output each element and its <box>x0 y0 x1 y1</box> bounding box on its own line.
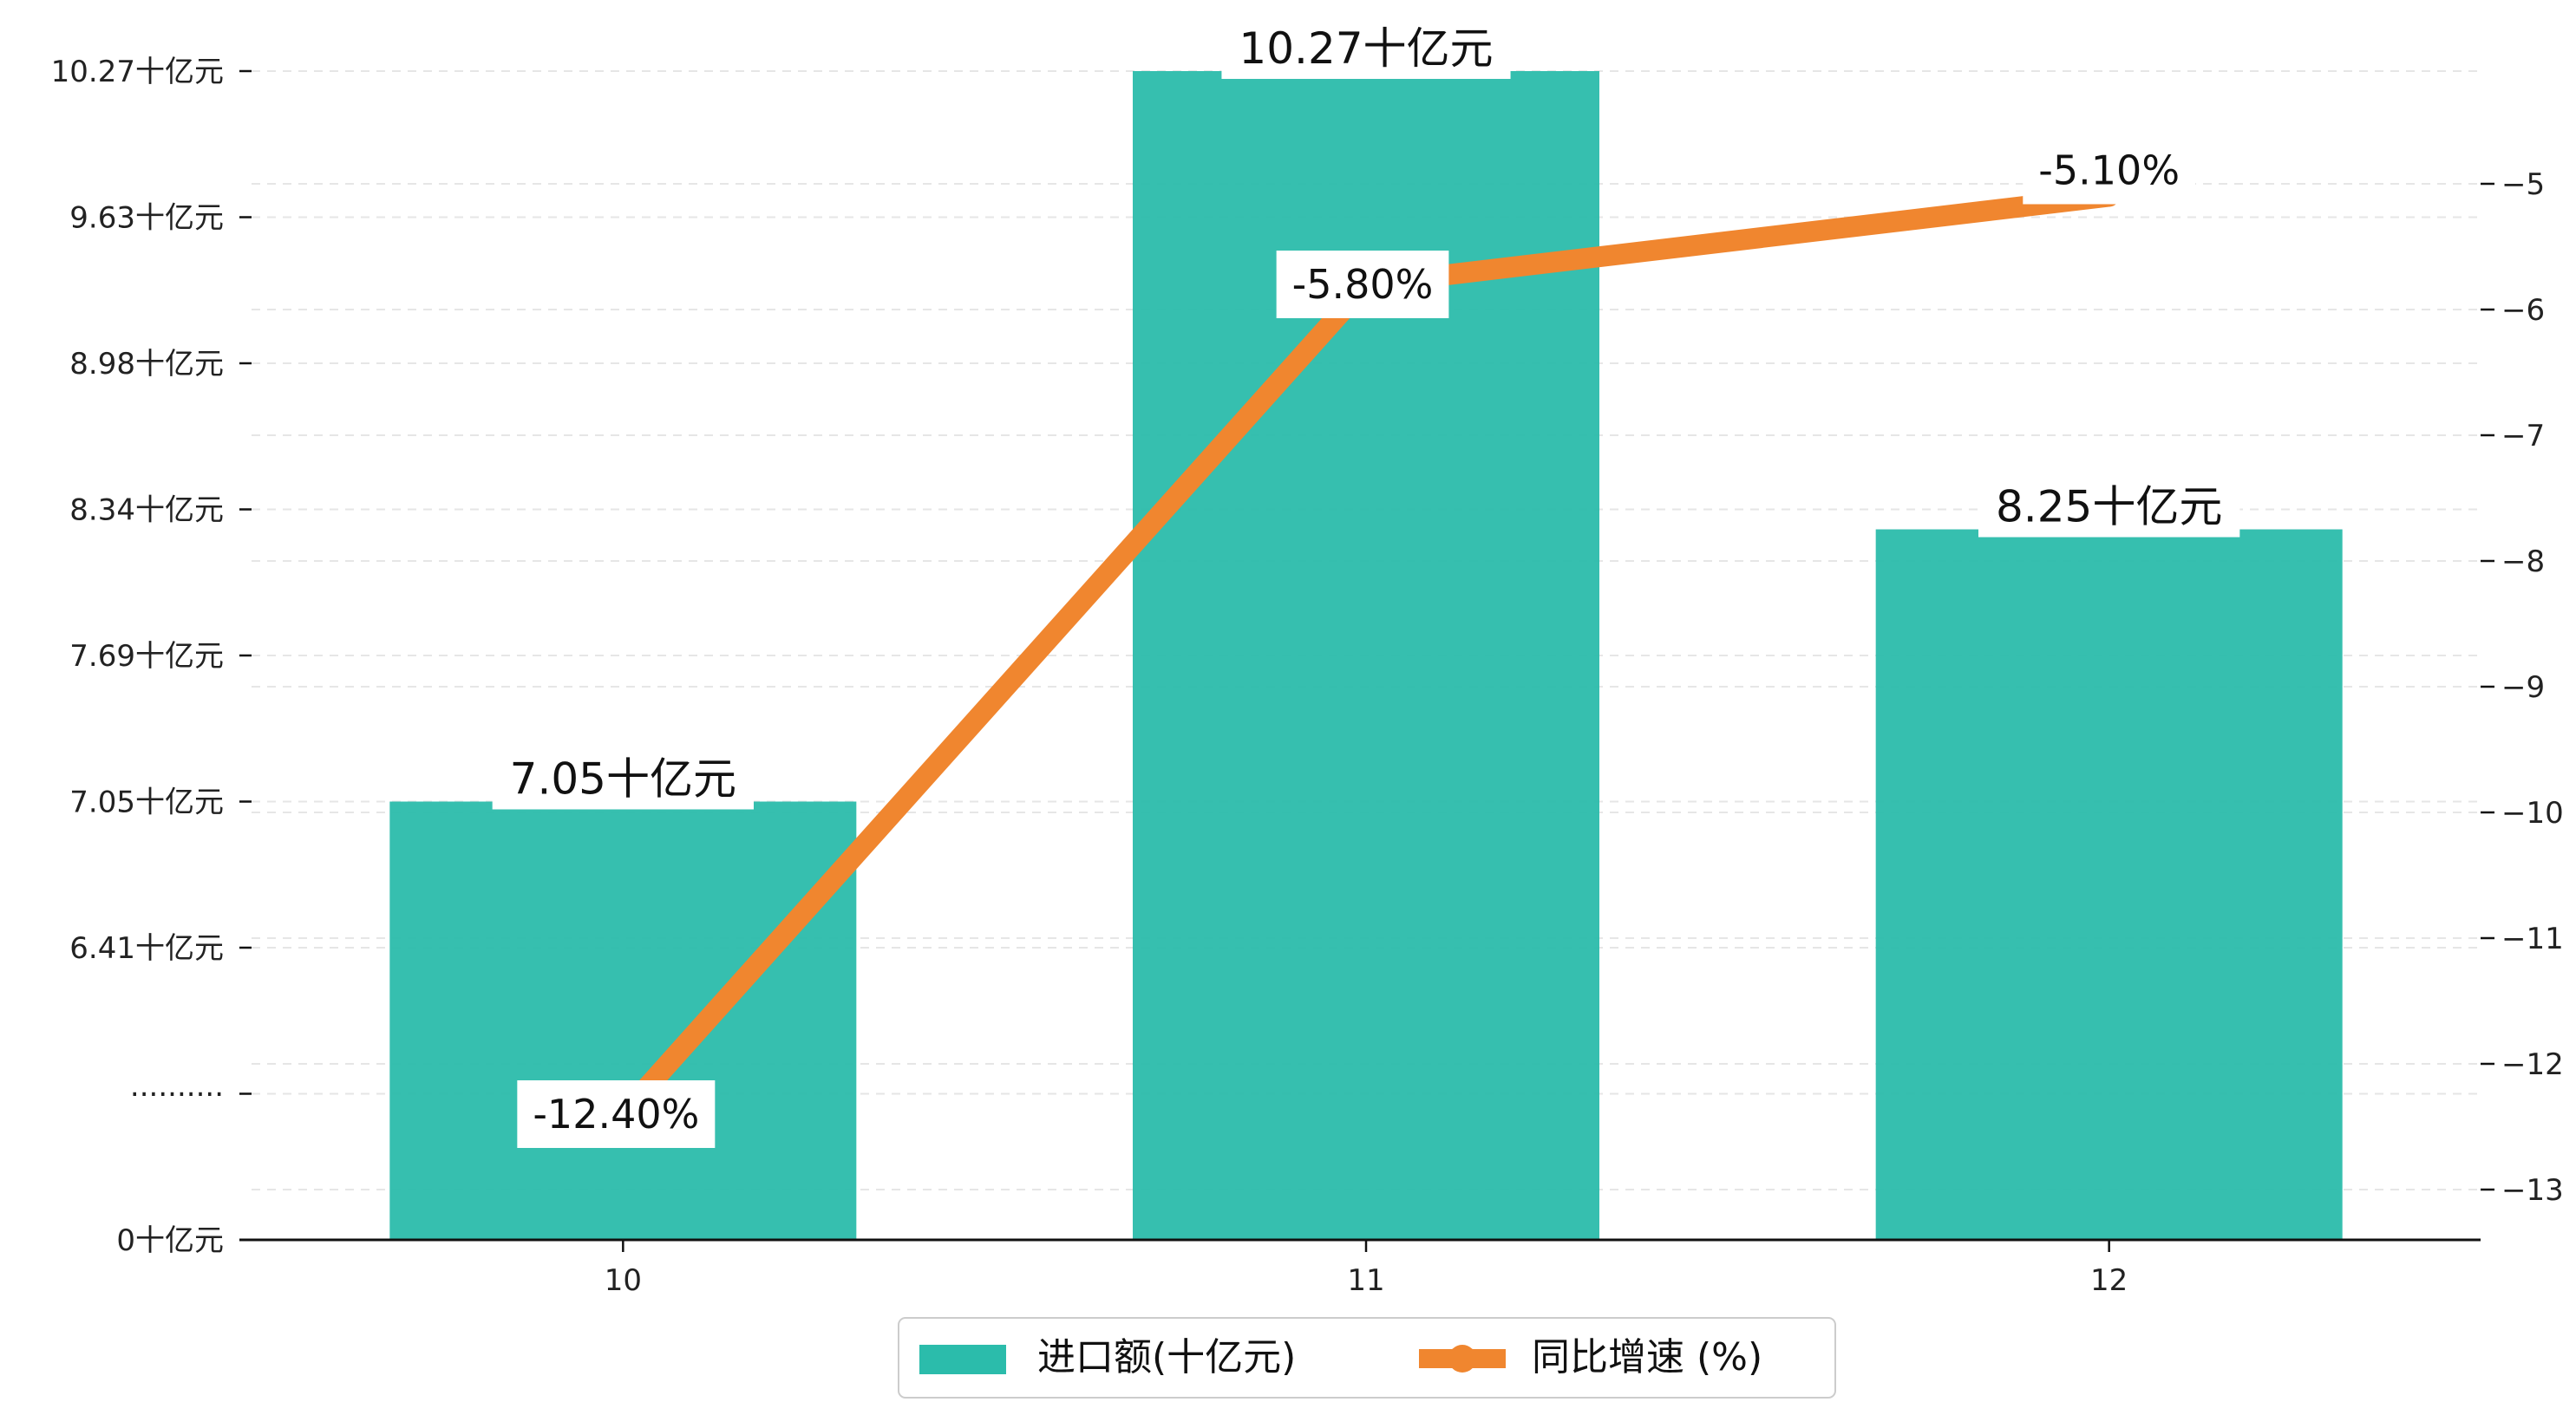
left-tick-label: 7.05十亿元 <box>69 786 224 820</box>
legend-swatch-bar <box>919 1345 1006 1374</box>
growth-value-label-11: -5.80% <box>1276 251 1449 318</box>
bar-12 <box>1875 529 2343 1240</box>
right-tick-label: −12 <box>2501 1047 2564 1082</box>
bar-value-label-10-text: 7.05十亿元 <box>510 754 736 805</box>
growth-value-label-12-box <box>2023 136 2196 205</box>
data-labels: 7.05十亿元 10.27十亿元 8.25十亿元 -12.40% -5.80% -5.10… <box>492 18 2240 1148</box>
left-tick-label: ·········· <box>130 1078 224 1112</box>
right-tick-label: −8 <box>2501 544 2545 579</box>
axes: 0十亿元 ·········· 6.41十亿元 7.05十亿元 7.69十亿元 8.34十… <box>51 55 2564 1298</box>
left-tick-label: 8.98十亿元 <box>69 347 224 381</box>
growth-value-label-10-text: -12.40% <box>533 1091 699 1138</box>
bar-value-label-10-box <box>492 748 754 810</box>
growth-value-label-10: -12.40% <box>517 1080 716 1148</box>
bar-value-label-10: 7.05十亿元 <box>492 748 754 810</box>
growth-value-label-12-text: -5.10% <box>2038 147 2180 194</box>
bar-series <box>389 71 2343 1240</box>
right-tick-label: −6 <box>2501 293 2545 328</box>
right-tick-label: −11 <box>2501 922 2564 956</box>
bar-value-label-12: 8.25十亿元 <box>1978 476 2240 538</box>
right-tick-label: −5 <box>2501 167 2545 202</box>
right-tick-label: −7 <box>2501 419 2545 453</box>
legend: 进口额(十亿元) 同比增速 (%) <box>898 1317 1836 1399</box>
left-tick-label: 8.34十亿元 <box>69 493 224 528</box>
growth-value-label-11-box <box>1276 251 1449 318</box>
bar-value-label-12-text: 8.25十亿元 <box>1996 482 2222 532</box>
x-tick-label: 10 <box>605 1263 642 1298</box>
legend-label-line: 同比增速 (%) <box>1532 1335 1762 1379</box>
bar-value-label-11-box <box>1221 18 1511 79</box>
left-tick-label: 9.63十亿元 <box>69 201 224 236</box>
legend-box <box>898 1317 1836 1399</box>
right-tick-label: −9 <box>2501 670 2545 705</box>
left-tick-label: 0十亿元 <box>116 1223 224 1258</box>
growth-value-label-10-box <box>517 1080 716 1148</box>
bar-value-label-11: 10.27十亿元 <box>1221 18 1511 79</box>
right-tick-label: −13 <box>2501 1173 2564 1208</box>
growth-value-label-11-text: -5.80% <box>1292 261 1434 308</box>
bar-value-label-12-box <box>1978 476 2240 538</box>
legend-marker <box>1448 1345 1476 1373</box>
bar-value-label-11-text: 10.27十亿元 <box>1239 23 1493 74</box>
left-tick-label: 10.27十亿元 <box>51 55 224 89</box>
x-tick-label: 12 <box>2090 1263 2128 1298</box>
bar-11 <box>1133 71 1599 1240</box>
bar-10 <box>389 801 857 1240</box>
left-tick-label: 7.69十亿元 <box>69 639 224 674</box>
right-tick-label: −10 <box>2501 796 2564 831</box>
legend-label-bar: 进口额(十亿元) <box>1037 1335 1296 1379</box>
left-tick-label: 6.41十亿元 <box>69 931 224 966</box>
x-tick-label: 11 <box>1347 1263 1384 1298</box>
growth-value-label-12: -5.10% <box>2023 136 2196 205</box>
